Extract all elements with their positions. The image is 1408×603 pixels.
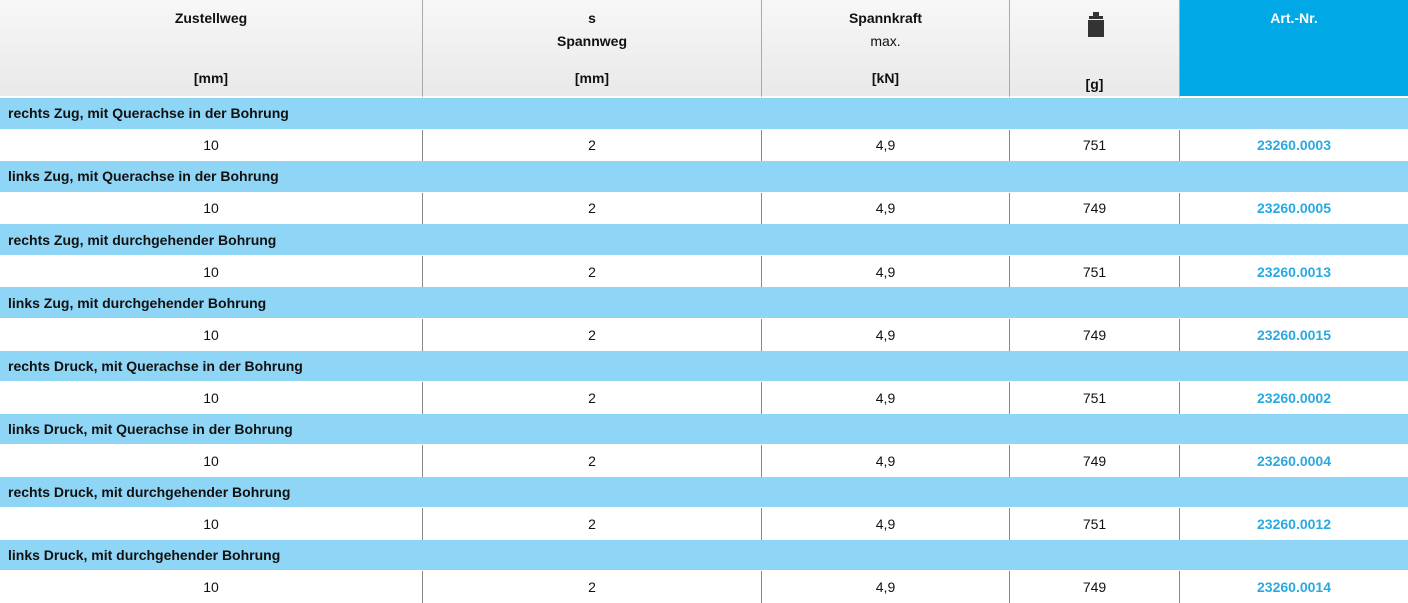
data-cell: 4,9: [762, 255, 1010, 288]
article-link[interactable]: 23260.0002: [1180, 382, 1408, 414]
data-cell: 2: [423, 445, 762, 477]
data-cell: 2: [423, 129, 762, 162]
header-text: max.: [870, 33, 901, 49]
group-row: links Zug, mit Querachse in der Bohrung: [0, 161, 1408, 193]
data-cell: 10: [0, 382, 423, 414]
weight-icon: [1088, 12, 1104, 37]
data-cell: 10: [0, 255, 423, 288]
group-row: links Druck, mit durchgehender Bohrung: [0, 539, 1408, 572]
article-link[interactable]: 23260.0014: [1180, 571, 1408, 603]
header-cell: s Spannweg [mm]: [423, 0, 762, 98]
data-cell: 749: [1010, 192, 1180, 225]
header-cell: Spannkraft max. [kN]: [762, 0, 1010, 98]
group-row: rechts Zug, mit durchgehender Bohrung: [0, 224, 1408, 256]
article-link[interactable]: 23260.0004: [1180, 445, 1408, 477]
header-text: [g]: [1085, 76, 1104, 92]
data-cell: 10: [0, 445, 423, 477]
data-cell: 749: [1010, 571, 1180, 603]
data-cell: 10: [0, 571, 423, 603]
article-link[interactable]: 23260.0013: [1180, 255, 1408, 288]
data-cell: 749: [1010, 445, 1180, 477]
header-cell: Art.-Nr.: [1180, 0, 1408, 98]
header-text: [mm]: [193, 70, 229, 86]
header-text: s: [588, 10, 596, 26]
article-link[interactable]: 23260.0012: [1180, 508, 1408, 540]
data-cell: 10: [0, 508, 423, 540]
data-cell: 2: [423, 508, 762, 540]
data-cell: 10: [0, 192, 423, 225]
data-cell: 749: [1010, 318, 1180, 351]
article-link[interactable]: 23260.0003: [1180, 129, 1408, 162]
data-cell: 751: [1010, 508, 1180, 540]
header-text: [kN]: [871, 70, 900, 86]
data-cell: 751: [1010, 129, 1180, 162]
data-cell: 4,9: [762, 318, 1010, 351]
group-row: rechts Druck, mit Querachse in der Bohru…: [0, 350, 1408, 383]
data-cell: 2: [423, 318, 762, 351]
data-cell: 2: [423, 192, 762, 225]
header-cell: Zustellweg [mm]: [0, 0, 423, 98]
group-row: links Zug, mit durchgehender Bohrung: [0, 287, 1408, 319]
group-row: rechts Zug, mit Querachse in der Bohrung: [0, 98, 1408, 130]
group-row: rechts Druck, mit durchgehender Bohrung: [0, 476, 1408, 509]
data-cell: 2: [423, 571, 762, 603]
header-text: Spannweg: [556, 33, 627, 49]
group-row: links Druck, mit Querachse in der Bohrun…: [0, 413, 1408, 446]
data-cell: 751: [1010, 255, 1180, 288]
data-cell: 4,9: [762, 508, 1010, 540]
data-cell: 10: [0, 318, 423, 351]
header-text: [mm]: [574, 70, 610, 86]
article-link[interactable]: 23260.0015: [1180, 318, 1408, 351]
data-cell: 2: [423, 382, 762, 414]
data-cell: 4,9: [762, 445, 1010, 477]
header-text: Art.-Nr.: [1270, 10, 1318, 26]
data-cell: 10: [0, 129, 423, 162]
header-text: Zustellweg: [174, 10, 248, 26]
data-cell: 751: [1010, 382, 1180, 414]
data-cell: 2: [423, 255, 762, 288]
data-cell: 4,9: [762, 192, 1010, 225]
article-link[interactable]: 23260.0005: [1180, 192, 1408, 225]
data-cell: 4,9: [762, 382, 1010, 414]
data-cell: 4,9: [762, 129, 1010, 162]
header-text: Spannkraft: [848, 10, 923, 26]
data-cell: 4,9: [762, 571, 1010, 603]
